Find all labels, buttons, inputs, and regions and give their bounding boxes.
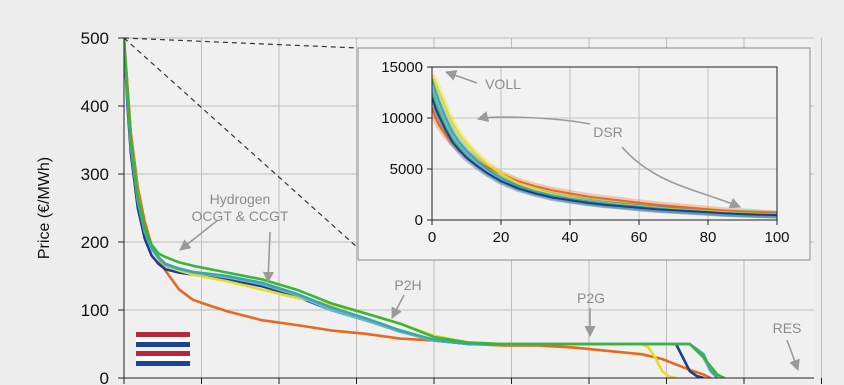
inset-y-tick-label: 0	[415, 212, 423, 229]
main-annotation-p2h: P2H	[394, 277, 421, 293]
main-annotation-hydrogen: Hydrogen	[210, 191, 271, 207]
legend-flag-stripe	[136, 356, 190, 361]
legend-flag-stripe	[136, 351, 190, 356]
main-annotation-res: RES	[773, 320, 802, 336]
legend-flag-stripe	[136, 337, 190, 342]
main-y-tick-label: 100	[81, 301, 109, 320]
main-y-tick-label: 400	[81, 97, 109, 116]
main-annotation-p2g: P2G	[577, 290, 605, 306]
inset-x-tick-label: 80	[700, 229, 717, 246]
inset-x-tick-label: 100	[764, 229, 789, 246]
legend-flag-2	[136, 351, 190, 366]
main-y-tick-label: 300	[81, 165, 109, 184]
inset-x-tick-label: 20	[493, 229, 510, 246]
inset-x-tick-label: 0	[428, 229, 436, 246]
main-annotation-hydrogen: OCGT & CCGT	[192, 208, 289, 224]
inset-x-tick-label: 60	[631, 229, 648, 246]
inset-y-tick-label: 10000	[381, 110, 423, 127]
main-y-tick-label: 500	[81, 29, 109, 48]
inset-y-tick-label: 15000	[381, 59, 423, 76]
inset-annotation-dsr: DSR	[593, 124, 623, 140]
y-axis-label: Price (€/MWh)	[36, 157, 53, 259]
inset-annotation-voll: VOLL	[485, 76, 521, 92]
legend-flag-stripe	[136, 332, 190, 337]
legend-flag-stripe	[136, 361, 190, 366]
legend-flag-stripe	[136, 342, 190, 347]
inset-x-tick-label: 40	[562, 229, 579, 246]
inset-y-tick-label: 5000	[390, 161, 423, 178]
inset-plot: 0 5000 10000 15000 0 20 40 60 80 100 VOLL DSR	[358, 48, 810, 260]
main-y-tick-label: 200	[81, 233, 109, 252]
legend-flag-1	[136, 332, 190, 347]
main-y-tick-label: 0	[100, 369, 109, 385]
